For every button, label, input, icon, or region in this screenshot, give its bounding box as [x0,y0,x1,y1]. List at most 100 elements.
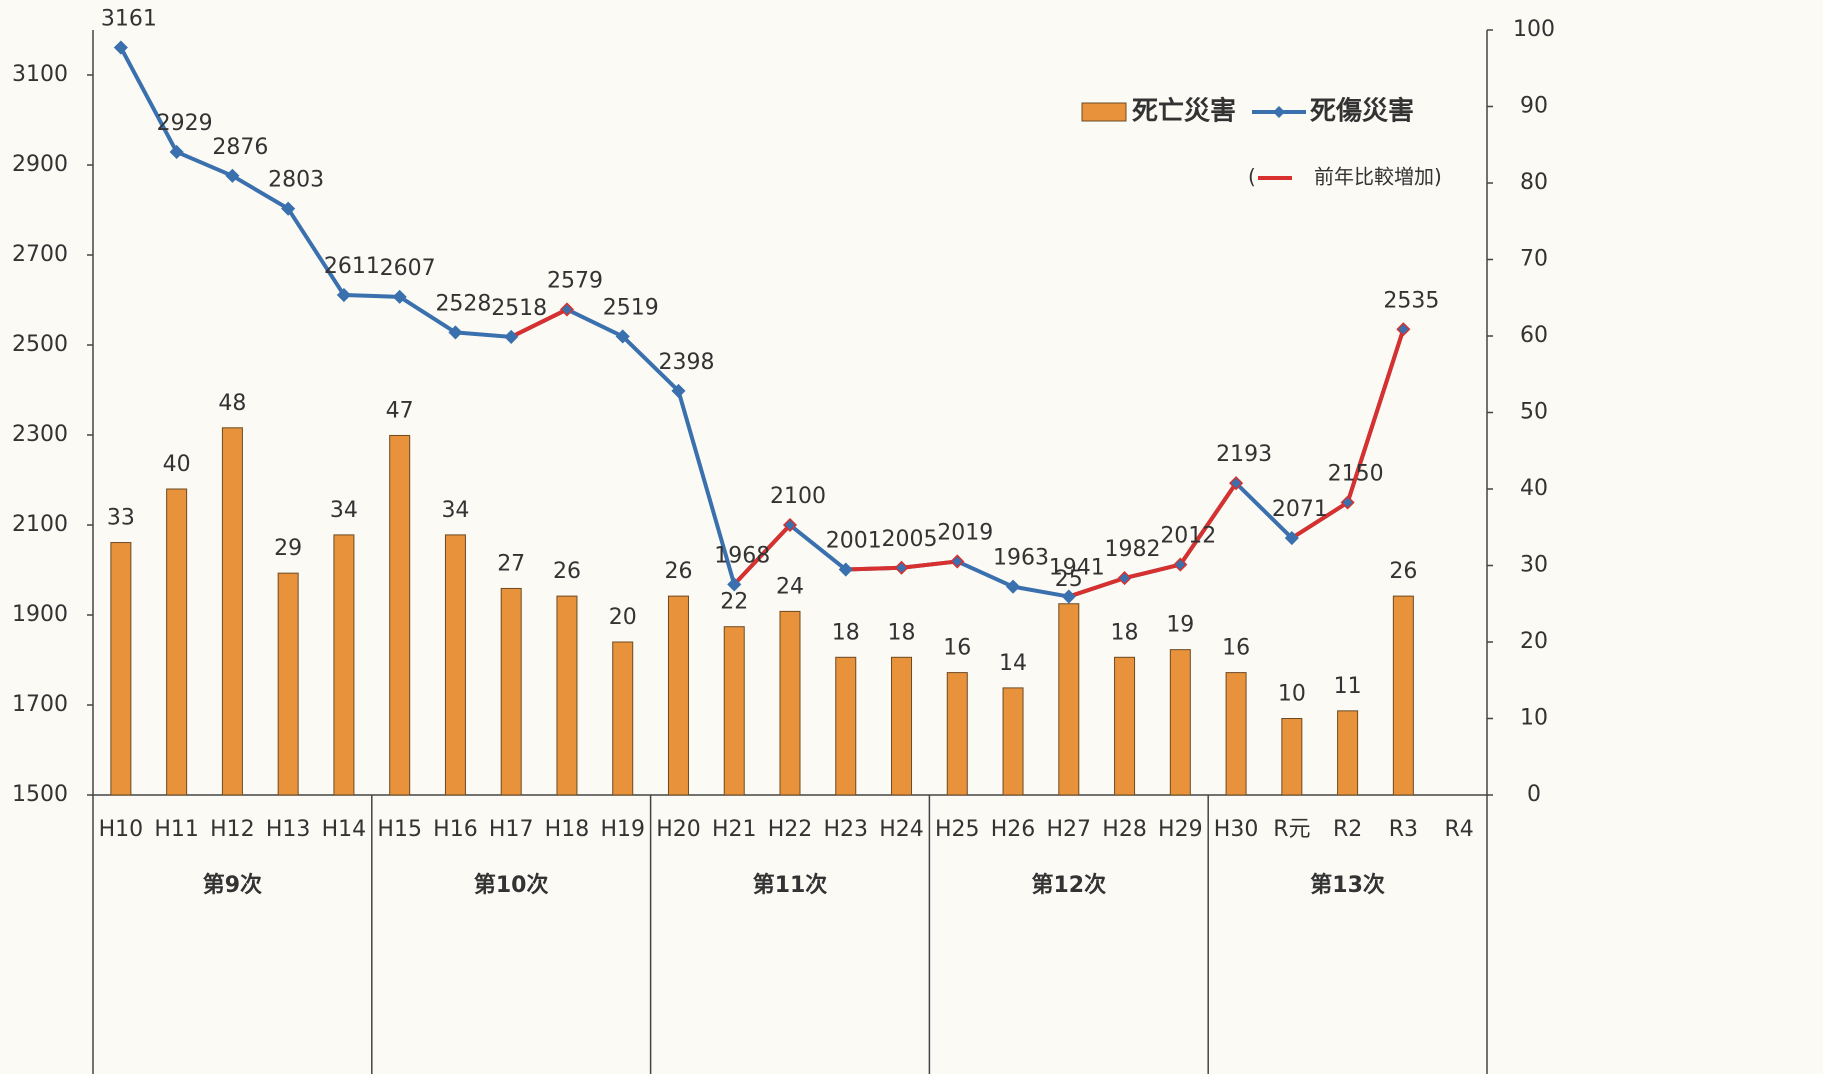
group-label: 第13次 [1310,872,1385,898]
bar-value-label: 20 [609,605,637,630]
bar-value-label: 33 [107,506,135,531]
x-tick-label: H10 [99,817,144,842]
line-marker [950,554,965,569]
x-tick-label: H16 [433,817,478,842]
bar [835,656,857,796]
line-marker [225,168,240,183]
y2-tick-label: 10 [1520,706,1548,731]
line-value-label: 2579 [547,268,603,293]
increase-segment [509,307,569,339]
x-tick-label: H25 [935,817,980,842]
line-marker [336,287,351,303]
increase-segment [899,559,960,570]
line-value-label: 2876 [212,135,268,160]
x-tick-label: R2 [1333,817,1362,842]
line-marker [671,383,686,398]
y-tick-label: 1700 [12,692,68,717]
bar-value-label: 48 [218,391,246,416]
increase-segment [1178,481,1239,567]
x-tick-label: H15 [377,817,422,842]
bar [389,434,411,796]
x-tick-label: H21 [712,817,757,842]
y2-tick-label: 90 [1520,94,1548,119]
line-value-label: 2929 [157,111,213,136]
y-tick-label: 1900 [12,602,68,627]
line-value-label: 1982 [1105,537,1161,562]
line-value-label: 1968 [714,543,770,568]
line-marker [504,329,519,344]
group-label: 第12次 [1031,872,1106,898]
line-value-label: 2001 [826,529,882,554]
note-label: 前年比較増加) [1314,165,1442,189]
x-tick-label: H27 [1047,817,1092,842]
increase-segment [1066,576,1127,599]
x-tick-label: H24 [879,817,924,842]
bar [1114,656,1136,796]
bar [556,595,578,796]
x-tick-label: H13 [266,817,311,842]
bar [1002,687,1024,796]
line-value-label: 1963 [993,546,1049,571]
line-value-label: 2518 [491,296,547,321]
x-tick-label: R3 [1389,817,1418,842]
line-value-label: 2071 [1272,497,1328,522]
y-tick-label: 2900 [12,152,68,177]
bar [1169,649,1191,796]
legend-swatch [1081,102,1127,122]
y2-tick-label: 50 [1520,400,1548,425]
bar [166,488,188,796]
line-value-label: 2803 [268,168,324,193]
y2-tick-label: 20 [1520,629,1548,654]
x-tick-label: H18 [545,817,590,842]
bar [612,641,634,796]
bar-value-label: 40 [163,452,191,477]
x-tick-label: H22 [768,817,813,842]
line-marker [727,577,742,592]
line-marker [113,40,128,55]
bar-value-label: 14 [999,651,1027,676]
line-value-label: 2398 [658,350,714,375]
bar-value-label: 25 [1055,567,1083,592]
y-tick-label: 2500 [12,332,68,357]
y-tick-label: 1500 [12,782,68,807]
x-tick-label: H14 [322,817,367,842]
x-tick-label: H29 [1158,817,1203,842]
x-tick-label: H11 [154,817,199,842]
line-value-label: 2150 [1328,462,1384,487]
x-tick-label: H17 [489,817,534,842]
bar-value-label: 22 [720,590,748,615]
group-label: 第11次 [753,872,828,898]
line-value-label: 2535 [1383,288,1439,313]
bar-value-label: 34 [330,498,358,523]
line-value-label: 2019 [937,520,993,545]
line-marker [1005,579,1021,594]
bar-value-label: 11 [1334,674,1362,699]
line-value-label: 2012 [1160,524,1216,549]
line-value-label: 2611 [324,254,380,279]
bar [723,626,745,796]
x-tick-label: H30 [1214,817,1259,842]
bar [1281,718,1303,796]
bar-value-label: 18 [888,620,916,645]
bar-value-label: 34 [441,498,469,523]
line-marker [169,144,184,160]
bar [444,534,466,796]
bar-value-label: 24 [776,574,804,599]
line-value-label: 2005 [882,527,938,552]
line-value-label: 2528 [435,291,491,316]
y2-tick-label: 40 [1520,476,1548,501]
y-tick-label: 3100 [12,62,68,87]
bar-value-label: 19 [1166,613,1194,638]
bar-value-label: 29 [274,536,302,561]
line-marker [782,517,798,533]
bar-value-label: 47 [386,398,414,423]
bar-value-label: 26 [1389,559,1417,584]
line-marker [1061,589,1076,604]
y-tick-label: 2300 [12,422,68,447]
legend-label: 死傷災害 [1310,96,1414,127]
bar-value-label: 18 [1111,620,1139,645]
increase-segment [1122,562,1183,581]
bar [1225,672,1247,796]
line [119,46,1406,599]
line-marker [1396,322,1411,337]
